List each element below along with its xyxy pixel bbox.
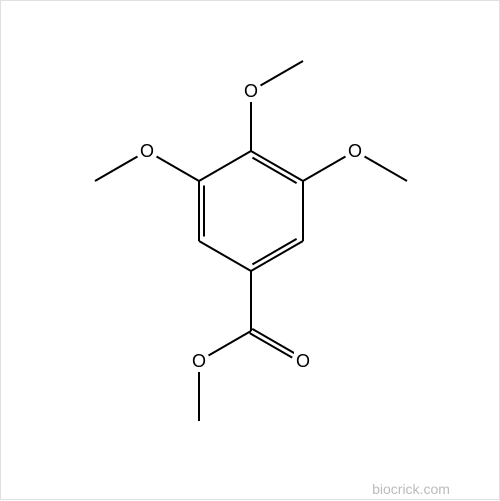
bond-single (199, 151, 251, 181)
molecule-canvas: O O O O O biocrick.com (1, 1, 500, 501)
bond-double-outer (251, 151, 303, 181)
bond-double-inner (252, 239, 296, 265)
bond-single (261, 61, 303, 86)
bond-single (199, 241, 251, 271)
bond-double-outer (251, 241, 303, 271)
atom-label-o: O (190, 352, 208, 370)
bond-double-b (252, 329, 294, 354)
bond-single (95, 156, 137, 181)
atom-label-o: O (346, 142, 364, 160)
bond-double-a (250, 333, 292, 358)
bond-single (209, 331, 251, 356)
bond-double-inner (252, 158, 296, 184)
atom-label-o: O (294, 352, 312, 370)
atom-label-o: O (242, 82, 260, 100)
bond-single (157, 156, 199, 181)
watermark-text: biocrick.com (372, 481, 450, 497)
bond-layer (1, 1, 500, 501)
bond-single (365, 156, 407, 181)
atom-label-o: O (138, 142, 156, 160)
bond-single (303, 156, 345, 181)
